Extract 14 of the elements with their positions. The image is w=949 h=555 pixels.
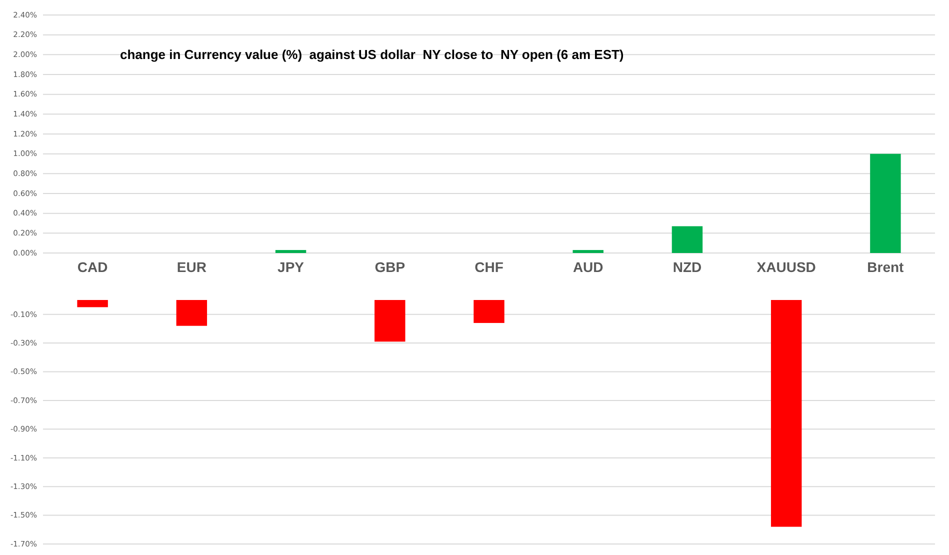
x-tick-label: CHF [474,258,504,275]
bar [275,250,306,253]
x-tick-label: CAD [77,258,108,275]
x-tick-label: NZD [672,258,702,275]
x-tick-label: GBP [374,258,406,275]
bar [672,226,703,253]
x-tick-label: XAUUSD [756,258,816,275]
x-tick-label: Brent [867,258,904,275]
x-tick-label: EUR [176,258,206,275]
bar [870,154,901,253]
x-tick-label: JPY [278,258,305,275]
x-tick-label: AUD [572,258,604,275]
bar [572,250,604,253]
text: change in Currency value (%) against US dollar NY close to NY open (6 am EST) [120,47,624,62]
